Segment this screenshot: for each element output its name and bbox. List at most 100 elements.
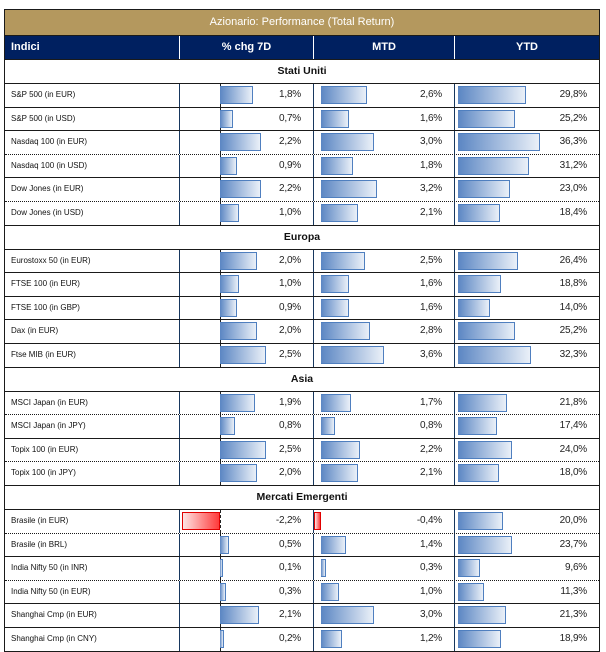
ytd-value: 23,7% xyxy=(559,538,588,550)
index-name: Shanghai Cmp (in CNY) xyxy=(11,633,97,643)
table-body: Stati Uniti S&P 500 (in EUR) 1,8% 2,6% 29,8%… xyxy=(5,60,599,652)
positive-bar xyxy=(458,156,529,175)
ytd-value: 18,4% xyxy=(559,206,588,218)
positive-bar xyxy=(321,156,353,175)
positive-bar xyxy=(458,464,499,483)
positive-bar xyxy=(220,629,224,648)
positive-bar xyxy=(458,109,516,128)
chg7d-value: 0,2% xyxy=(279,632,301,644)
table-row: FTSE 100 (in EUR) 1,0% 1,6% 18,8% xyxy=(5,273,599,297)
ytd-value: 20,0% xyxy=(559,514,588,526)
mtd-value: 3,0% xyxy=(420,136,442,148)
ytd-cell: 21,8% xyxy=(454,391,599,415)
chg7d-value: 2,5% xyxy=(279,443,301,455)
table-row: India Nifty 50 (in EUR) 0,3% 1,0% 11,3% xyxy=(5,580,599,605)
mtd-value: 2,8% xyxy=(420,325,442,337)
mtd-value: 1,4% xyxy=(420,538,442,550)
positive-bar xyxy=(458,180,511,199)
positive-bar xyxy=(321,629,342,648)
chg7d-value: 2,5% xyxy=(279,348,301,360)
ytd-cell: 18,9% xyxy=(454,627,599,652)
header-chg7d: % chg 7D xyxy=(179,36,313,59)
zero-axis xyxy=(220,509,221,533)
ytd-value: 23,0% xyxy=(559,183,588,195)
chg7d-cell: 0,5% xyxy=(179,533,313,557)
mtd-cell: 3,0% xyxy=(313,604,454,627)
positive-bar xyxy=(220,298,237,317)
ytd-cell: 29,8% xyxy=(454,84,599,107)
mtd-cell: 1,8% xyxy=(313,154,454,178)
table-row: MSCI Japan (in JPY) 0,8% 0,8% 17,4% xyxy=(5,415,599,439)
index-name: Brasile (in EUR) xyxy=(11,515,69,525)
mtd-cell: 0,8% xyxy=(313,415,454,438)
chg7d-value: 0,9% xyxy=(279,159,301,171)
chg7d-cell: -2,2% xyxy=(179,509,313,533)
mtd-value: 2,5% xyxy=(420,254,442,266)
chg7d-value: 2,0% xyxy=(279,467,301,479)
chg7d-cell: 0,7% xyxy=(179,107,313,131)
positive-bar xyxy=(458,393,508,412)
ytd-cell: 25,2% xyxy=(454,107,599,131)
positive-bar xyxy=(458,251,518,270)
mtd-value: 2,2% xyxy=(420,443,442,455)
positive-bar xyxy=(220,86,254,104)
positive-bar xyxy=(321,251,365,270)
chg7d-value: 0,5% xyxy=(279,538,301,550)
table-row: Dax (in EUR) 2,0% 2,8% 25,2% xyxy=(5,320,599,344)
positive-bar xyxy=(321,440,360,459)
mtd-cell: 0,3% xyxy=(313,557,454,580)
chg7d-cell: 2,0% xyxy=(179,462,313,485)
header-ytd: YTD xyxy=(454,36,599,59)
positive-bar xyxy=(220,345,267,364)
ytd-cell: 18,8% xyxy=(454,273,599,296)
positive-bar xyxy=(220,440,267,459)
positive-bar xyxy=(458,535,512,554)
table-row: Brasile (in BRL) 0,5% 1,4% 23,7% xyxy=(5,533,599,558)
positive-bar xyxy=(220,535,230,554)
table-row: Topix 100 (in EUR) 2,5% 2,2% 24,0% xyxy=(5,438,599,463)
index-name: FTSE 100 (in GBP) xyxy=(11,302,80,312)
chg7d-value: 2,1% xyxy=(279,609,301,621)
positive-bar xyxy=(220,393,256,412)
mtd-cell: 2,1% xyxy=(313,462,454,485)
table-row: Brasile (in EUR) -2,2% -0,4% 20,0% xyxy=(5,509,599,534)
table-row: India Nifty 50 (in INR) 0,1% 0,3% 9,6% xyxy=(5,557,599,581)
positive-bar xyxy=(220,251,257,270)
table-row: Shanghai Cmp (in EUR) 2,1% 3,0% 21,3% xyxy=(5,604,599,628)
positive-bar xyxy=(321,582,339,601)
positive-bar xyxy=(458,511,504,530)
mtd-value: 1,6% xyxy=(420,112,442,124)
chg7d-cell: 2,2% xyxy=(179,178,313,201)
mtd-value: 2,1% xyxy=(420,206,442,218)
ytd-value: 18,0% xyxy=(559,467,588,479)
positive-bar xyxy=(458,440,513,459)
chg7d-cell: 0,3% xyxy=(179,580,313,604)
index-name: MSCI Japan (in JPY) xyxy=(11,421,86,431)
mtd-value: 0,3% xyxy=(420,562,442,574)
mtd-value: -0,4% xyxy=(416,514,442,526)
mtd-cell: 3,6% xyxy=(313,343,454,367)
chg7d-cell: 2,0% xyxy=(179,320,313,343)
chg7d-value: 2,2% xyxy=(279,183,301,195)
positive-bar xyxy=(321,417,335,436)
positive-bar xyxy=(321,464,358,483)
ytd-value: 14,0% xyxy=(559,301,588,313)
positive-bar xyxy=(321,298,349,317)
positive-bar xyxy=(321,393,351,412)
positive-bar xyxy=(458,582,484,601)
positive-bar xyxy=(321,86,367,104)
chg7d-value: 1,0% xyxy=(279,206,301,218)
header-indici: Indici xyxy=(11,41,40,53)
index-name: India Nifty 50 (in INR) xyxy=(11,563,88,573)
mtd-value: 1,2% xyxy=(420,632,442,644)
ytd-cell: 26,4% xyxy=(454,249,599,273)
ytd-cell: 17,4% xyxy=(454,415,599,438)
mtd-cell: 1,4% xyxy=(313,533,454,557)
positive-bar xyxy=(321,275,349,294)
mtd-value: 0,8% xyxy=(420,420,442,432)
ytd-value: 21,3% xyxy=(559,609,588,621)
chg7d-value: 2,0% xyxy=(279,254,301,266)
mtd-value: 2,1% xyxy=(420,467,442,479)
positive-bar xyxy=(458,345,532,364)
mtd-cell: 1,6% xyxy=(313,273,454,296)
